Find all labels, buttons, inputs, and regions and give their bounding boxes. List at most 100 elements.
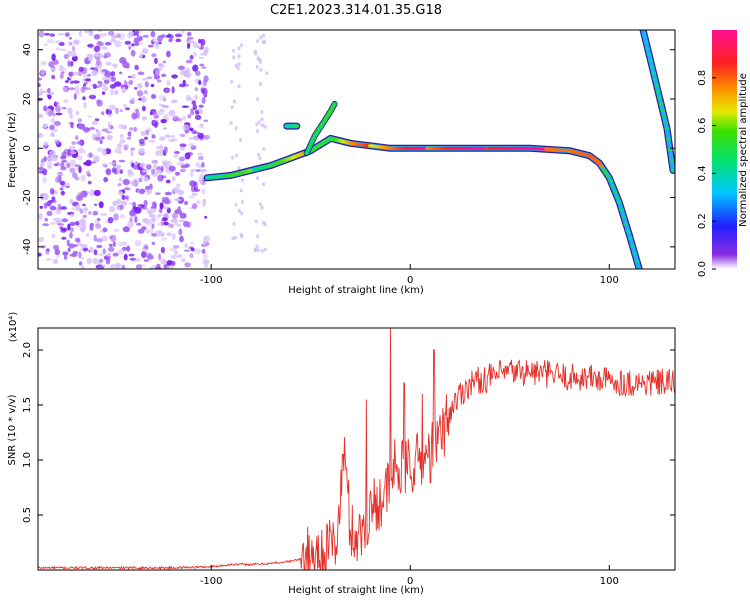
noise-speckle [75, 204, 81, 212]
noise-speckle [145, 229, 150, 234]
noise-speckle [93, 34, 101, 40]
noise-speckle [191, 203, 198, 210]
noise-speckle [172, 245, 180, 249]
noise-speckle [84, 87, 92, 91]
noise-speckle [192, 64, 199, 72]
noise-speckle [50, 118, 55, 124]
noise-speckle [232, 55, 236, 60]
noise-speckle [100, 213, 108, 216]
noise-speckle [166, 232, 172, 237]
noise-speckle [164, 134, 171, 139]
noise-speckle [232, 48, 236, 53]
noise-speckle [113, 213, 119, 221]
noise-speckle [239, 188, 243, 193]
noise-speckle [141, 116, 148, 121]
noise-speckle [147, 44, 154, 48]
noise-speckle [188, 143, 194, 147]
noise-speckle [124, 40, 131, 45]
noise-speckle [96, 244, 103, 249]
noise-speckle [166, 80, 171, 86]
noise-speckle [87, 173, 91, 177]
noise-speckle [77, 155, 83, 161]
noise-speckle [98, 82, 103, 88]
noise-speckle [255, 122, 259, 127]
noise-speckle [93, 234, 97, 242]
noise-speckle [137, 71, 145, 76]
noise-speckle [40, 158, 44, 165]
noise-speckle [256, 176, 260, 181]
noise-speckle [142, 105, 146, 112]
noise-speckle [78, 123, 86, 130]
noise-speckle [96, 265, 105, 269]
branch-trace-cell [309, 139, 315, 143]
noise-speckle [38, 253, 42, 257]
noise-speckle [82, 247, 88, 252]
noise-speckle [68, 146, 76, 150]
noise-speckle [193, 185, 198, 192]
noise-speckle [188, 195, 195, 199]
noise-speckle [144, 220, 152, 225]
noise-speckle [134, 207, 142, 214]
noise-speckle [162, 60, 167, 64]
noise-speckle [60, 166, 67, 171]
noise-speckle [94, 52, 99, 57]
noise-speckle [55, 255, 60, 258]
noise-speckle [63, 99, 69, 104]
noise-speckle [136, 222, 142, 226]
noise-speckle [75, 135, 79, 141]
noise-speckle [106, 252, 111, 257]
noise-speckle [174, 151, 180, 154]
noise-speckle [121, 264, 126, 269]
noise-speckle [92, 257, 99, 264]
noise-speckle [75, 85, 80, 92]
noise-speckle [178, 120, 183, 123]
noise-speckle [143, 199, 148, 207]
noise-speckle [149, 228, 154, 235]
noise-speckle [201, 248, 206, 254]
noise-speckle [38, 77, 43, 81]
noise-speckle [41, 90, 48, 94]
noise-speckle [102, 86, 109, 91]
noise-speckle [151, 223, 155, 229]
noise-speckle [168, 165, 176, 172]
noise-speckle [201, 97, 206, 104]
noise-speckle [111, 264, 115, 269]
noise-speckle [174, 198, 182, 202]
noise-speckle [127, 169, 133, 175]
noise-speckle [203, 134, 210, 140]
noise-speckle [201, 189, 206, 195]
noise-speckle [110, 71, 116, 77]
noise-speckle [43, 105, 48, 112]
branch-trace-cell [308, 142, 314, 146]
noise-speckle [42, 168, 48, 176]
noise-speckle [50, 221, 56, 225]
noise-speckle [104, 41, 112, 46]
right-trace-cell [642, 34, 647, 38]
snr-frame [37, 327, 676, 571]
noise-speckle [98, 201, 104, 209]
noise-speckle [237, 166, 241, 171]
noise-speckle [167, 265, 174, 269]
noise-speckle [155, 145, 164, 150]
noise-speckle [107, 121, 111, 130]
noise-speckle [265, 71, 269, 76]
noise-speckle [150, 30, 156, 38]
x-tick-label: -100 [200, 576, 223, 587]
main-trace-cell [625, 229, 631, 233]
noise-speckle [102, 82, 106, 87]
noise-speckle [105, 108, 110, 115]
noise-speckle [189, 170, 194, 178]
noise-speckle [130, 49, 136, 57]
noise-speckle [135, 257, 141, 262]
noise-speckle [141, 251, 147, 259]
noise-speckle [88, 211, 92, 215]
noise-speckle [65, 185, 70, 189]
noise-speckle [58, 64, 64, 71]
noise-speckle [237, 54, 241, 59]
noise-speckle [81, 78, 85, 82]
noise-speckle [232, 221, 236, 226]
colorbar: 0.0 0.2 0.4 0.6 0.8 Normalized spectral ampl… [697, 30, 749, 277]
noise-speckle [255, 64, 259, 69]
noise-speckle [82, 149, 86, 154]
noise-speckle [101, 91, 106, 95]
